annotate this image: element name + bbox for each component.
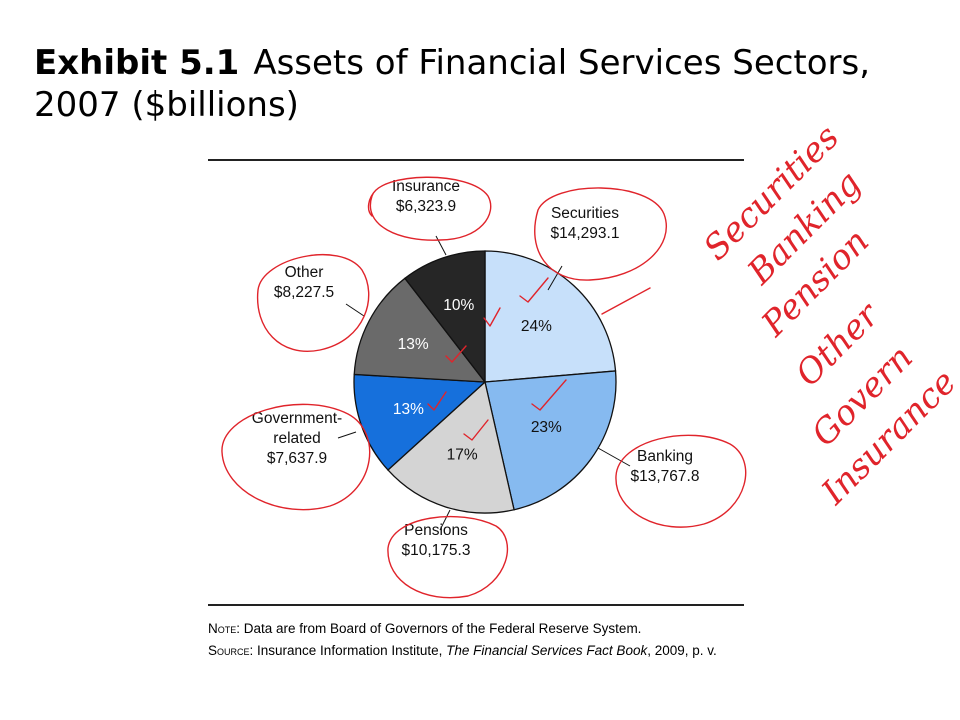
slice-name-label: Other [285,264,324,281]
slash-mark-annotation [601,287,651,315]
slice-name-label: Government- [252,410,342,427]
pie-slices [353,250,617,514]
circle-securities-annotation [534,187,667,281]
percent-label: 24% [521,318,552,335]
leader-lines [337,235,631,531]
note-text: : Data are from Board of Governors of th… [236,621,642,636]
category-labels: Securities $14,293.1 Banking $13,767.8 Pensi… [252,178,700,559]
slice-value-label: $13,767.8 [631,468,700,485]
pie-slice-pensions [387,380,515,514]
source-prefix: Source [208,643,250,658]
leader-line [435,235,447,256]
pie-slice-insurance [404,250,486,384]
checkmark-annotation-2 [519,277,549,303]
pie-slice-other [353,277,487,383]
percent-label: 13% [398,336,429,353]
percent-label: 23% [531,419,562,436]
slice-name-label: Pensions [404,522,468,539]
circle-insurance-annotation [367,176,492,241]
circle-banking-annotation [615,434,747,528]
source-line: Source: Insurance Information Institute,… [208,640,808,662]
pie-slice-securities [484,250,617,383]
slice-value-label: $7,637.9 [267,450,327,467]
slice-name-label: Banking [637,448,693,465]
slice-name-label: Securities [551,205,619,222]
source-book: The Financial Services Fact Book [446,643,648,658]
leader-line [547,265,563,291]
circle-government-annotation [221,403,371,511]
checkmark-annotation-1 [483,307,501,327]
pie-slice-banking [484,370,617,511]
leader-line [597,447,631,467]
circle-other-annotation [256,254,370,352]
bottom-rule [208,604,744,606]
percent-labels: 24% 23% 17% 13% 13% 10% [393,297,562,463]
slice-value-label: $14,293.1 [551,225,620,242]
slice-value-label: $10,175.3 [402,542,471,559]
exhibit-number: Exhibit 5.1 [34,43,240,83]
checkmark-annotation-5 [463,419,489,441]
slice-value-label: $8,227.5 [274,284,334,301]
checkmark-annotation-6 [531,379,567,411]
slice-value-label: $6,323.9 [396,198,456,215]
top-rule [208,159,744,161]
circle-pensions-annotation [387,515,509,599]
note-prefix: Note [208,621,237,636]
percent-label: 17% [447,446,478,463]
source-tail: , 2009, p. v. [647,643,717,658]
slice-name-label: related [273,430,320,447]
note-line: Note: Data are from Board of Governors o… [208,618,808,640]
exhibit-title: Exhibit 5.1 Assets of Financial Services … [34,42,914,126]
chart-notes: Note: Data are from Board of Governors o… [208,618,808,662]
leader-line [337,431,357,439]
leader-line [439,509,451,531]
percent-label: 13% [393,401,424,418]
checkmark-annotation-4 [427,391,447,411]
hand-annotations [221,176,747,599]
percent-label: 10% [443,297,474,314]
checkmark-annotation-3 [445,345,467,363]
exhibit-caption: Assets of Financial Services Sectors, 20… [34,43,871,125]
source-text: : Insurance Information Institute, [249,643,447,658]
handwritten-list: Securities Banking Pension Other Govern … [696,117,960,513]
leader-line [345,303,365,317]
slice-name-label: Insurance [392,178,460,195]
